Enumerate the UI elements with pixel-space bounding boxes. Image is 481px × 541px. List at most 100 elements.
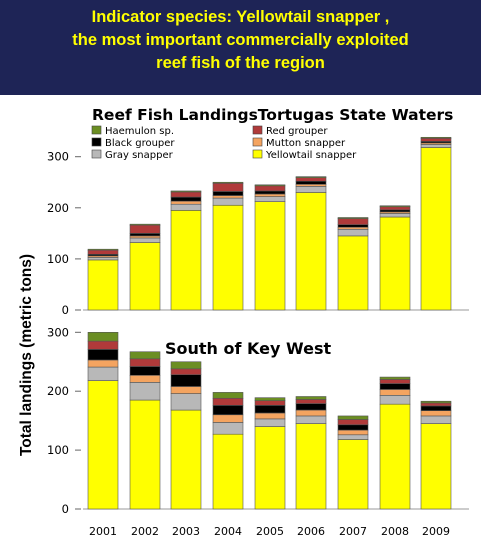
legend-swatch-red-grouper: [252, 125, 263, 135]
tortugas-bar-2002-gray-snapper: [129, 237, 161, 243]
key-west-chart-title: South of Key West: [165, 339, 331, 358]
key-west-bar-2004-gray-snapper: [212, 422, 244, 435]
tortugas-bar-2006-yellowtail-snapper: [295, 192, 327, 311]
legend-entry-red-grouper: Red grouper: [266, 126, 328, 137]
tortugas-bar-2005-haemulon-sp: [254, 184, 286, 187]
tortugas-bar-2005-yellowtail-snapper: [254, 201, 286, 311]
tortugas-bar-2004-gray-snapper: [212, 197, 244, 206]
tortugas-bar-2003-black-grouper: [170, 196, 202, 202]
key-west-bar-2002-gray-snapper: [129, 382, 161, 401]
tortugas-bar-2004-yellowtail-snapper: [212, 204, 244, 311]
key-west-bar-2006-gray-snapper: [295, 415, 327, 424]
key-west-bar-2008-red-grouper: [379, 379, 411, 384]
key-west-bar-2003-mutton-snapper: [170, 386, 202, 394]
key-west-bar-2004-red-grouper: [212, 397, 244, 406]
key-west-bar-2008-mutton-snapper: [379, 389, 411, 396]
tortugas-bar-2008-yellowtail-snapper: [379, 216, 411, 311]
key-west-bar-2004-mutton-snapper: [212, 414, 244, 423]
key-west-bar-2006-black-grouper: [295, 403, 327, 411]
key-west-bar-2003-gray-snapper: [170, 393, 202, 411]
tortugas-bar-2001-yellowtail-snapper: [87, 259, 119, 311]
x-tick-label-2001: 2001: [89, 525, 117, 538]
key-west-bar-2002-mutton-snapper: [129, 374, 161, 383]
tortugas-bar-2005-gray-snapper: [254, 196, 286, 202]
key-west-bar-2007-gray-snapper: [337, 434, 369, 440]
tortugas-bar-2003-red-grouper: [170, 191, 202, 198]
key-west-bar-2001-mutton-snapper: [87, 359, 119, 368]
tortugas-bar-2007-haemulon-sp: [337, 217, 369, 219]
key-west-bar-2001-red-grouper: [87, 340, 119, 350]
tortugas-bar-2006-mutton-snapper: [295, 183, 327, 187]
key-west-bar-2007-black-grouper: [337, 424, 369, 431]
key-west-bar-2003-yellowtail-snapper: [170, 409, 202, 510]
tortugas-bar-2005-mutton-snapper: [254, 193, 286, 197]
legend-entry-gray-snapper: Gray snapper: [105, 150, 174, 161]
legend-swatch-yellowtail-snapper: [252, 149, 263, 159]
key-west-bar-2001-black-grouper: [87, 349, 119, 361]
key-west-bar-2006-yellowtail-snapper: [295, 423, 327, 510]
key-west-bar-2006-mutton-snapper: [295, 409, 327, 417]
tortugas-bar-2007-mutton-snapper: [337, 226, 369, 230]
key-west-bar-2006-haemulon-sp: [295, 396, 327, 400]
tortugas-bar-2002-yellowtail-snapper: [129, 242, 161, 311]
x-tick-label-2003: 2003: [172, 525, 200, 538]
key-west-bar-2005-black-grouper: [254, 405, 286, 414]
tortugas-bar-2002-red-grouper: [129, 224, 161, 234]
tortugas-bar-2007-yellowtail-snapper: [337, 235, 369, 311]
tortugas-bar-2006-black-grouper: [295, 180, 327, 185]
tortugas-y-tick-label: 100: [47, 252, 69, 266]
tortugas-bar-2005-black-grouper: [254, 190, 286, 195]
key-west-y-tick-label: 100: [47, 443, 69, 457]
tortugas-y-tick-label: 0: [62, 303, 69, 317]
key-west-bar-2007-red-grouper: [337, 419, 369, 426]
tortugas-bar-2008-black-grouper: [379, 209, 411, 213]
tortugas-bar-2001-red-grouper: [87, 249, 119, 255]
legend-swatch-haemulon-sp: [91, 125, 102, 135]
key-west-bar-2009-red-grouper: [420, 402, 452, 407]
key-west-bar-2001-yellowtail-snapper: [87, 380, 119, 510]
banner-line-1: Indicator species: Yellowtail snapper ,: [91, 8, 390, 26]
key-west-bar-2005-yellowtail-snapper: [254, 426, 286, 510]
tortugas-bar-2004-red-grouper: [212, 182, 244, 192]
x-tick-label-2009: 2009: [422, 525, 450, 538]
tortugas-chart-title: Reef Fish LandingsTortugas State Waters: [92, 106, 453, 124]
legend-entry-yellowtail-snapper: Yellowtail snapper: [265, 150, 357, 161]
banner-line-2: the most important commercially exploite…: [72, 31, 409, 49]
tortugas-bar-2004-black-grouper: [212, 191, 244, 196]
tortugas-bar-2004-mutton-snapper: [212, 195, 244, 199]
key-west-bar-2009-haemulon-sp: [420, 400, 452, 404]
legend-entry-mutton-snapper: Mutton snapper: [266, 138, 346, 149]
tortugas-bar-2003-mutton-snapper: [170, 200, 202, 205]
key-west-bar-2005-mutton-snapper: [254, 412, 286, 420]
tortugas-bar-2001-haemulon-sp: [87, 248, 119, 251]
key-west-bar-2006-red-grouper: [295, 399, 327, 404]
key-west-bar-2003-haemulon-sp: [170, 361, 202, 370]
x-tick-label-2004: 2004: [214, 525, 242, 538]
stacked-bar-charts: 0 100 200 300 Reef Fish LandingsTortugas Sta…: [47, 106, 469, 538]
tortugas-bar-2009-yellowtail-snapper: [420, 147, 452, 311]
legend-swatch-gray-snapper: [91, 149, 102, 159]
legend-swatch-mutton-snapper: [252, 137, 263, 147]
title-banner: Indicator species: Yellowtail snapper , …: [0, 0, 481, 95]
key-west-bar-2009-mutton-snapper: [420, 410, 452, 417]
tortugas-bar-2003-yellowtail-snapper: [170, 210, 202, 311]
key-west-bar-2002-red-grouper: [129, 358, 161, 367]
key-west-y-tick-label: 0: [62, 502, 69, 516]
key-west-bar-2008-yellowtail-snapper: [379, 403, 411, 510]
key-west-bar-2009-black-grouper: [420, 405, 452, 411]
y-axis-label-container: Total landings (metric tons): [18, 254, 35, 456]
key-west-bar-2008-gray-snapper: [379, 395, 411, 405]
key-west-bar-2005-red-grouper: [254, 400, 286, 406]
key-west-y-tick-label: 300: [47, 325, 69, 339]
key-west-bar-2007-mutton-snapper: [337, 429, 369, 436]
key-west-bar-2004-haemulon-sp: [212, 392, 244, 399]
x-tick-label-2002: 2002: [131, 525, 159, 538]
tortugas-bar-2009-gray-snapper: [420, 144, 452, 148]
tortugas-bar-2002-mutton-snapper: [129, 235, 161, 239]
key-west-bar-2003-black-grouper: [170, 374, 202, 387]
tortugas-bar-2001-gray-snapper: [87, 257, 119, 261]
tortugas-bar-2002-haemulon-sp: [129, 223, 161, 226]
tortugas-bar-2003-gray-snapper: [170, 203, 202, 211]
tortugas-bar-2006-gray-snapper: [295, 186, 327, 193]
legend-entry-haemulon-sp: Haemulon sp.: [105, 126, 174, 137]
